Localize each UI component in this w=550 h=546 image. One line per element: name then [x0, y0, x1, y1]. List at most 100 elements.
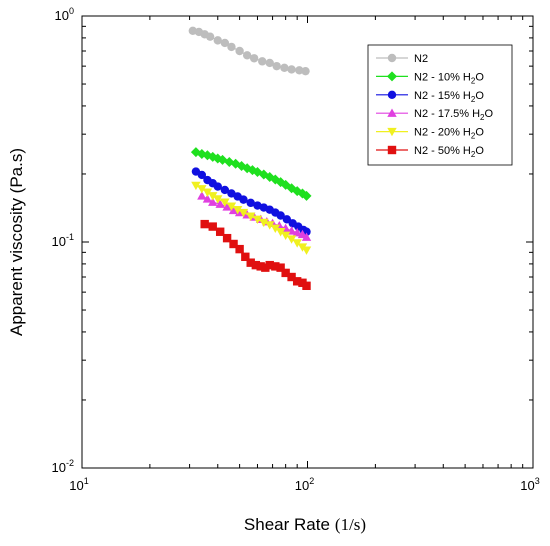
data-point [292, 227, 302, 237]
data-point [287, 65, 296, 74]
data-point [239, 195, 248, 204]
y-tick-base: 10 [55, 8, 69, 23]
data-point [220, 185, 230, 195]
data-point [280, 231, 291, 241]
data-point [191, 181, 201, 191]
x-tick-exp: 3 [535, 476, 540, 486]
data-point [261, 263, 270, 272]
data-point [238, 208, 249, 218]
data-point [197, 191, 207, 200]
legend-label-main: N2 - 50% H [414, 145, 471, 157]
legend-marker [387, 145, 397, 155]
data-point [202, 188, 213, 197]
legend-marker [387, 53, 397, 63]
data-point [252, 215, 263, 225]
legend-label-sub: 2 [471, 132, 476, 141]
data-point [205, 32, 215, 41]
data-point [220, 198, 230, 207]
legend-box [367, 44, 513, 166]
x-tick-base: 10 [520, 478, 534, 493]
data-point [229, 239, 238, 249]
x-tick-exp: 1 [84, 476, 89, 486]
data-point [227, 42, 236, 52]
x-tick-label: 102 [295, 476, 314, 493]
legend-label-tail: O [484, 108, 493, 120]
data-point [202, 194, 213, 203]
x-tick-label: 103 [520, 476, 539, 493]
data-point [235, 46, 244, 56]
data-point [302, 281, 311, 291]
data-point [232, 205, 243, 215]
data-point [271, 262, 280, 271]
data-point [282, 215, 292, 224]
legend-label: N2 - 17.5% H2O [414, 108, 493, 122]
y-tick-base: 10 [52, 460, 66, 475]
data-point [292, 239, 302, 248]
y-tick-label: 10-2 [52, 458, 74, 475]
data-point [258, 57, 267, 66]
legend-label: N2 [414, 53, 428, 65]
data-point [242, 51, 252, 60]
data-point [281, 268, 290, 278]
data-point [215, 199, 225, 208]
data-point [251, 260, 261, 270]
legend-marker [387, 71, 397, 82]
legend-label: N2 - 10% H2O [414, 71, 484, 85]
data-point [246, 212, 256, 221]
legend-label: N2 - 50% H2O [414, 145, 484, 159]
data-point [241, 252, 250, 262]
data-point [295, 66, 304, 75]
data-point [286, 235, 297, 244]
data-point [253, 201, 262, 210]
data-point [275, 228, 286, 237]
legend-entry: N2 - 17.5% H2O [376, 108, 493, 122]
data-point [301, 190, 312, 201]
legend-label-tail: O [475, 90, 484, 102]
legend-label-main: N2 - 17.5% H [414, 108, 480, 120]
data-point [215, 227, 225, 236]
data-point [301, 232, 312, 241]
data-point [265, 260, 274, 270]
series-1 [188, 26, 310, 76]
legend-entry: N2 [376, 53, 428, 65]
x-axis-title: Shear Rate (1/s) [244, 515, 366, 534]
series-layer [188, 26, 312, 291]
y-tick-label: 10-1 [52, 232, 74, 249]
data-point [226, 202, 237, 211]
legend-entry: N2 - 15% H2O [376, 90, 484, 104]
x-tick-label: 101 [69, 476, 88, 493]
x-axis-title-unit: (1/s) [335, 515, 366, 534]
legend-label-main: N2 - 10% H [414, 71, 471, 83]
data-point [197, 185, 207, 194]
legend-entry: N2 - 10% H2O [376, 71, 484, 85]
data-point [265, 58, 274, 68]
legend-label-main: N2 - 15% H [414, 90, 471, 102]
x-axis-title-label: Shear Rate [244, 515, 330, 534]
y-tick-exp: -2 [66, 458, 74, 468]
data-point [200, 219, 209, 229]
legend-label-main: N2 [414, 53, 428, 65]
legend-label-sub: 2 [471, 76, 476, 85]
legend-label-main: N2 - 20% H [414, 127, 471, 139]
legend-marker [387, 127, 397, 137]
legend-label: N2 - 20% H2O [414, 127, 484, 141]
legend-entry: N2 - 50% H2O [376, 145, 484, 159]
data-point [208, 197, 218, 206]
data-point [235, 244, 244, 254]
series-2 [190, 147, 312, 201]
legend-label-tail: O [475, 71, 484, 83]
legend-label-sub: 2 [471, 150, 476, 159]
legend-entry: N2 - 20% H2O [376, 127, 484, 141]
data-point [208, 192, 218, 201]
legend-label-sub: 2 [480, 113, 485, 122]
data-point [249, 54, 259, 63]
data-point [208, 222, 217, 231]
y-tick-base: 10 [52, 234, 66, 249]
data-point [228, 205, 239, 215]
data-point [265, 221, 275, 230]
legend-marker [387, 90, 397, 100]
data-point [270, 224, 281, 233]
